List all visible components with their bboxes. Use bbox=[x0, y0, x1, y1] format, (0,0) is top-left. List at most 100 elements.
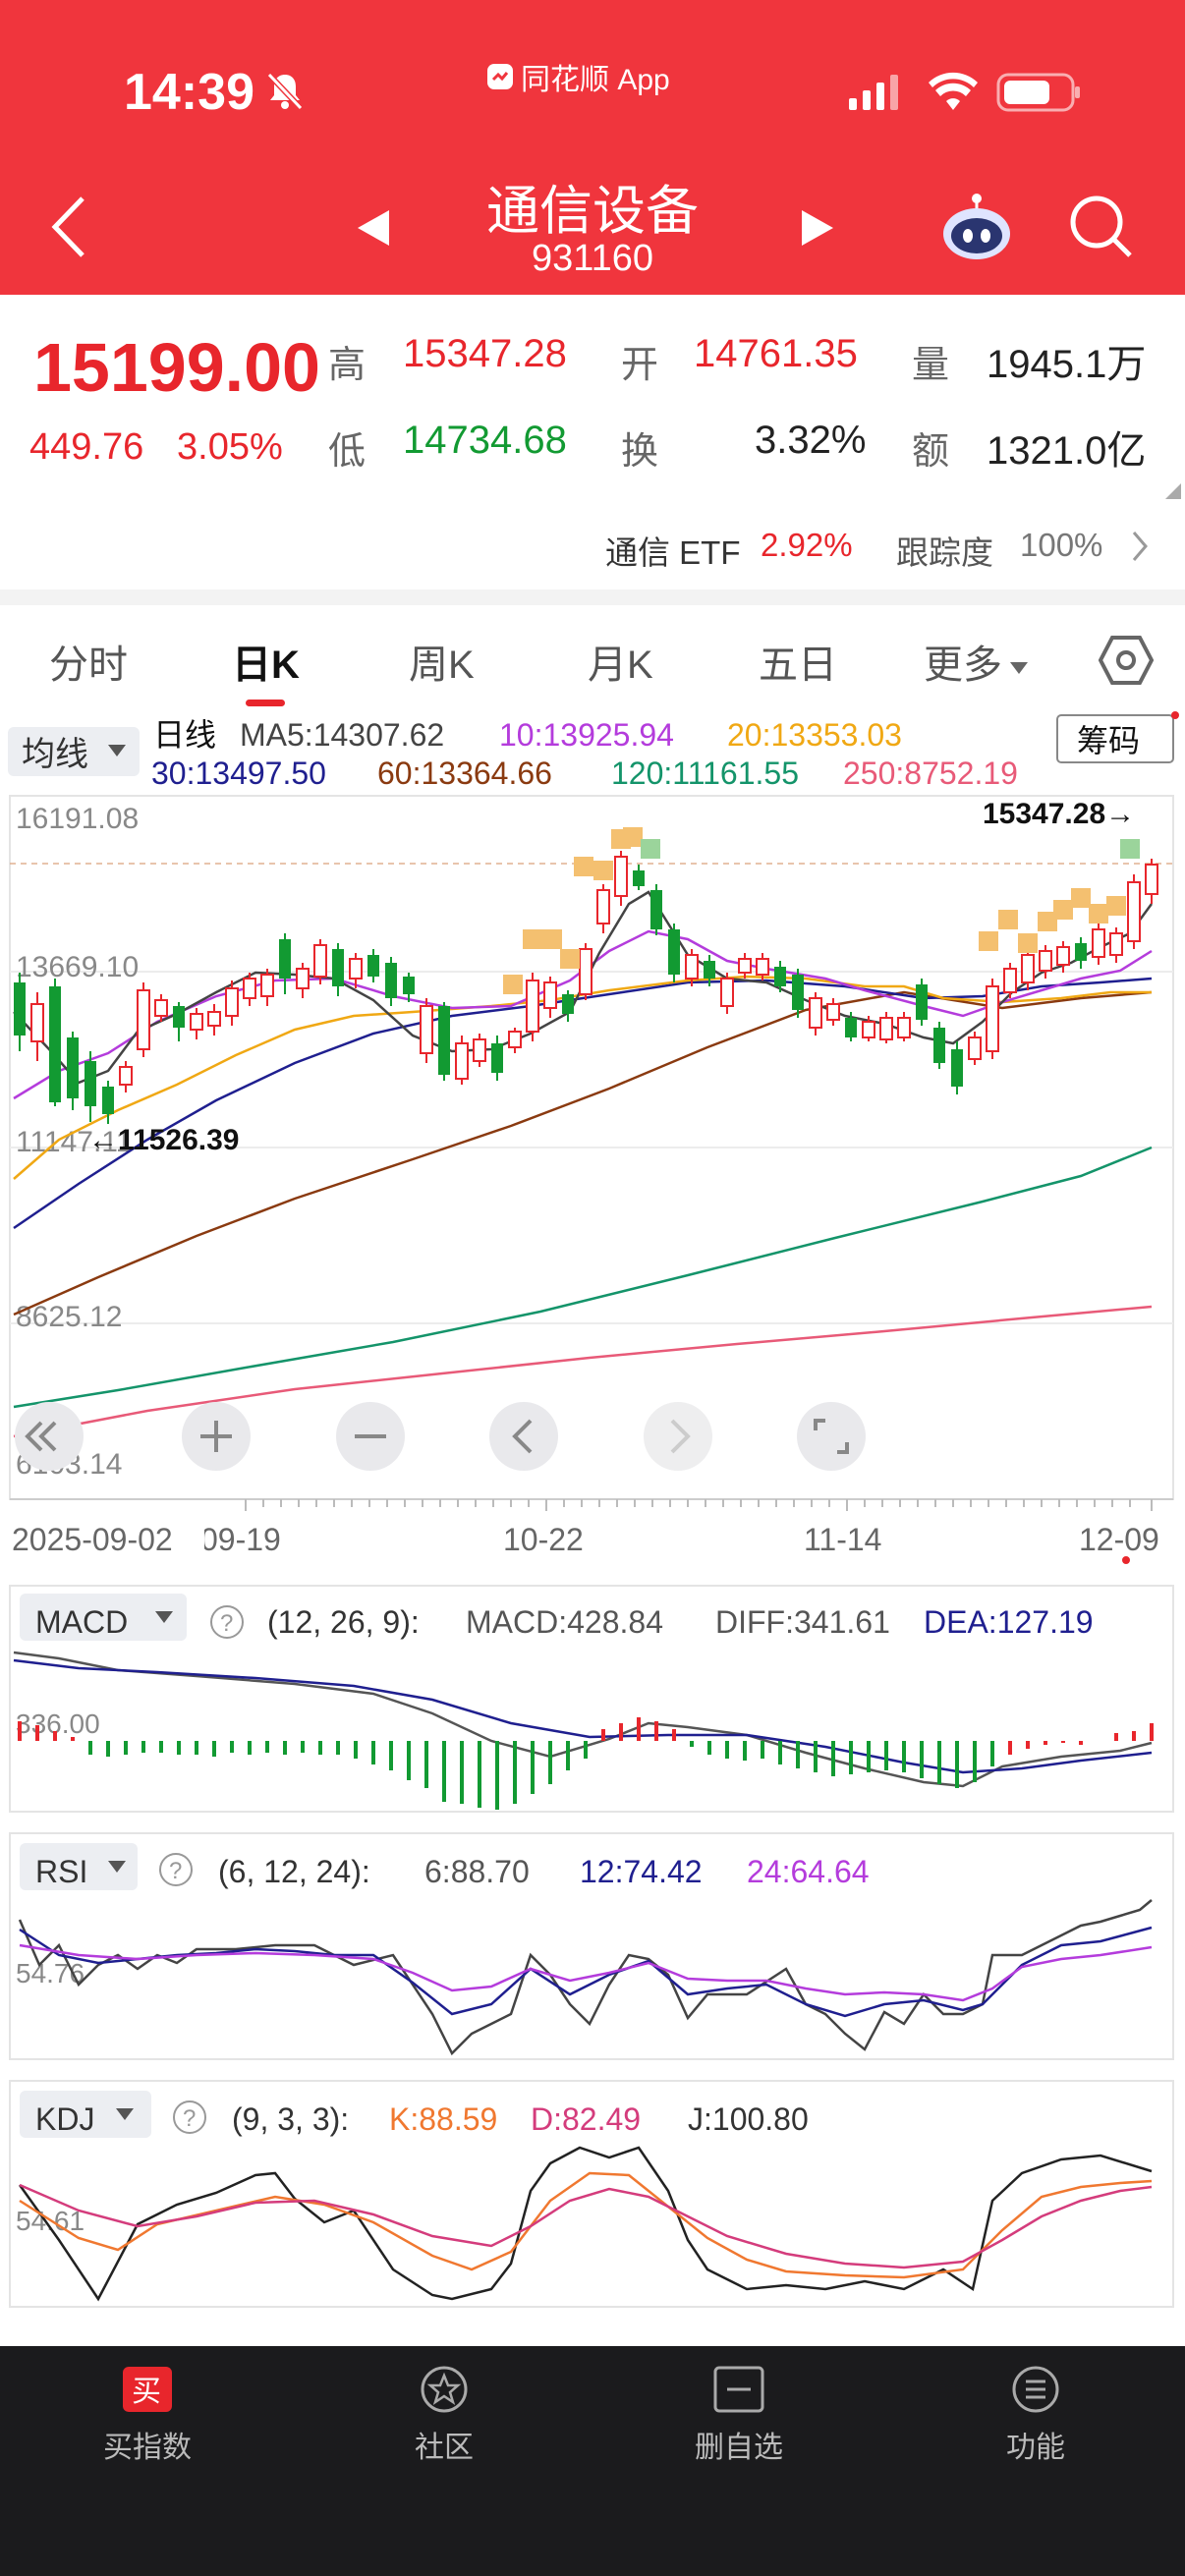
fullscreen-button[interactable] bbox=[797, 1402, 866, 1471]
kdj-help-icon[interactable] bbox=[173, 2100, 206, 2134]
rsi12-value: 12:74.42 bbox=[580, 1854, 703, 1889]
caret-down-icon bbox=[1010, 662, 1028, 674]
tab-more[interactable]: 更多 bbox=[924, 633, 1030, 690]
volume-label: 量 bbox=[912, 345, 950, 386]
stock-code: 931160 bbox=[532, 238, 653, 279]
zoom-in-button[interactable] bbox=[182, 1402, 251, 1471]
macd-histogram bbox=[18, 1717, 1154, 1810]
ma5-value: MA5:14307.62 bbox=[240, 717, 444, 753]
kdj-select-label: KDJ bbox=[35, 2101, 94, 2137]
macd-select-label: MACD bbox=[35, 1604, 128, 1640]
svg-text:?: ? bbox=[169, 1858, 182, 1884]
time-axis: 2025-09-02 09-19 10-22 11-14 12-09 bbox=[10, 1498, 1173, 1564]
chart-controls bbox=[15, 1402, 866, 1471]
nav-label-functions: 功能 bbox=[1006, 2432, 1065, 2464]
price-change-pct: 3.05% bbox=[177, 426, 283, 468]
macd-diff-line bbox=[13, 1651, 1153, 1788]
kdj-select[interactable] bbox=[20, 2091, 151, 2138]
bottom-nav: 买 买指数 社区 删自选 功能 bbox=[0, 2346, 1185, 2576]
etf-row[interactable]: 通信 ETF 2.92% 跟踪度 100% bbox=[0, 503, 1185, 588]
expand-corner-icon[interactable] bbox=[1165, 483, 1181, 499]
prev-stock-button[interactable] bbox=[354, 208, 393, 252]
low-label: 低 bbox=[328, 431, 367, 473]
nav-label-buy: 买指数 bbox=[103, 2432, 192, 2464]
macd-params: (12, 26, 9): bbox=[267, 1604, 420, 1640]
next-stock-button[interactable] bbox=[798, 208, 837, 252]
kdj-j: J:100.80 bbox=[688, 2101, 809, 2137]
scroll-left-button[interactable] bbox=[489, 1402, 558, 1471]
high-value: 15347.28 bbox=[403, 332, 567, 375]
tab-daily-k[interactable]: 日K bbox=[232, 644, 300, 687]
nav-functions[interactable]: 功能 bbox=[957, 2364, 1114, 2466]
macd-value: MACD:428.84 bbox=[466, 1604, 663, 1640]
nav-buy-index[interactable]: 买 买指数 bbox=[69, 2364, 226, 2466]
search-icon[interactable] bbox=[1067, 193, 1136, 266]
ma120-value: 120:11161.55 bbox=[611, 756, 799, 791]
x-tick-1: 2025-09-02 bbox=[12, 1522, 173, 1557]
kdj-d-line bbox=[19, 2183, 1153, 2269]
last-price: 15199.00 bbox=[33, 329, 320, 406]
app-logo-icon bbox=[487, 64, 513, 89]
back-button[interactable] bbox=[47, 193, 90, 266]
tab-weekly-k[interactable]: 周K bbox=[409, 644, 475, 687]
turnover-value: 3.32% bbox=[755, 419, 867, 462]
ma250-value: 250:8752.19 bbox=[843, 756, 1018, 791]
remove-watchlist-icon bbox=[713, 2366, 764, 2413]
ma-select[interactable] bbox=[8, 727, 140, 776]
scroll-start-button[interactable] bbox=[15, 1402, 84, 1471]
macd-panel[interactable]: MACD ? (12, 26, 9): MACD:428.84 DIFF:341… bbox=[9, 1585, 1174, 1813]
macd-select[interactable] bbox=[20, 1594, 187, 1641]
ai-assistant-icon[interactable] bbox=[937, 189, 1016, 272]
high-label: 高 bbox=[328, 345, 367, 386]
macd-help-icon[interactable] bbox=[210, 1605, 244, 1639]
kdj-k: K:88.59 bbox=[389, 2101, 497, 2137]
x-tick-5: 12-09 bbox=[1079, 1522, 1159, 1557]
rsi-caret-icon bbox=[108, 1861, 126, 1873]
wifi-icon bbox=[928, 71, 979, 117]
macd-tick: 336.00 bbox=[16, 1708, 100, 1739]
tab-five-day[interactable]: 五日 bbox=[759, 644, 837, 687]
low-value: 14734.68 bbox=[403, 419, 567, 462]
tab-monthly-k[interactable]: 月K bbox=[588, 644, 653, 687]
y-tick-top: 16191.08 bbox=[16, 803, 139, 835]
kdj-caret-icon bbox=[116, 2108, 134, 2120]
rsi-select[interactable] bbox=[20, 1843, 138, 1890]
tab-intraday[interactable]: 分时 bbox=[49, 644, 128, 687]
settings-hexagon-icon[interactable] bbox=[1099, 635, 1154, 686]
ma30-line bbox=[13, 977, 1153, 1230]
turnover-label: 换 bbox=[621, 431, 659, 473]
zoom-out-button[interactable] bbox=[336, 1402, 405, 1471]
app-source: 同花顺 App bbox=[485, 55, 670, 98]
rsi-help-icon[interactable] bbox=[159, 1853, 193, 1886]
rsi-panel[interactable]: RSI ? (6, 12, 24): 6:88.70 12:74.42 24:6… bbox=[9, 1832, 1174, 2060]
kdj-d: D:82.49 bbox=[531, 2101, 641, 2137]
ma10-value: 10:13925.94 bbox=[499, 717, 674, 753]
open-label: 开 bbox=[621, 345, 659, 386]
nav-community[interactable]: 社区 bbox=[366, 2364, 523, 2466]
etf-pct: 2.92% bbox=[761, 527, 853, 563]
scroll-right-button[interactable] bbox=[644, 1402, 712, 1471]
kdj-panel[interactable]: KDJ ? (9, 3, 3): K:88.59 D:82.49 J:100.8… bbox=[9, 2080, 1174, 2308]
nav-label-remove: 删自选 bbox=[695, 2432, 783, 2464]
signal-icon bbox=[847, 73, 902, 117]
track-label: 跟踪度 bbox=[896, 534, 993, 571]
etf-name: 通信 ETF bbox=[605, 534, 741, 571]
chip-button[interactable] bbox=[1056, 714, 1174, 763]
kline-plot[interactable]: 16191.08 13669.10 11147.11 8625.12 6103.… bbox=[9, 795, 1174, 1500]
latest-date-dot bbox=[1122, 1556, 1130, 1564]
nav-remove-watchlist[interactable]: 删自选 bbox=[660, 2364, 818, 2466]
chart-area: 均线 日线 MA5:14307.62 10:13925.94 20:13353.… bbox=[0, 709, 1185, 2340]
ma60-line bbox=[13, 990, 1153, 1316]
macd-dea: DEA:127.19 bbox=[924, 1604, 1094, 1640]
status-time: 14:39 bbox=[124, 64, 254, 121]
ma250-line bbox=[13, 1305, 1153, 1438]
rsi6-value: 6:88.70 bbox=[424, 1854, 530, 1889]
kdj-params: (9, 3, 3): bbox=[232, 2101, 349, 2137]
ma20-value: 20:13353.03 bbox=[727, 717, 902, 753]
amount-label: 额 bbox=[912, 431, 950, 473]
rsi24-line bbox=[19, 1943, 1153, 2002]
rsi6-line bbox=[18, 1899, 1153, 2056]
svg-text:?: ? bbox=[220, 1610, 233, 1637]
rsi-params: (6, 12, 24): bbox=[218, 1854, 370, 1889]
notice-dot bbox=[1171, 711, 1179, 719]
